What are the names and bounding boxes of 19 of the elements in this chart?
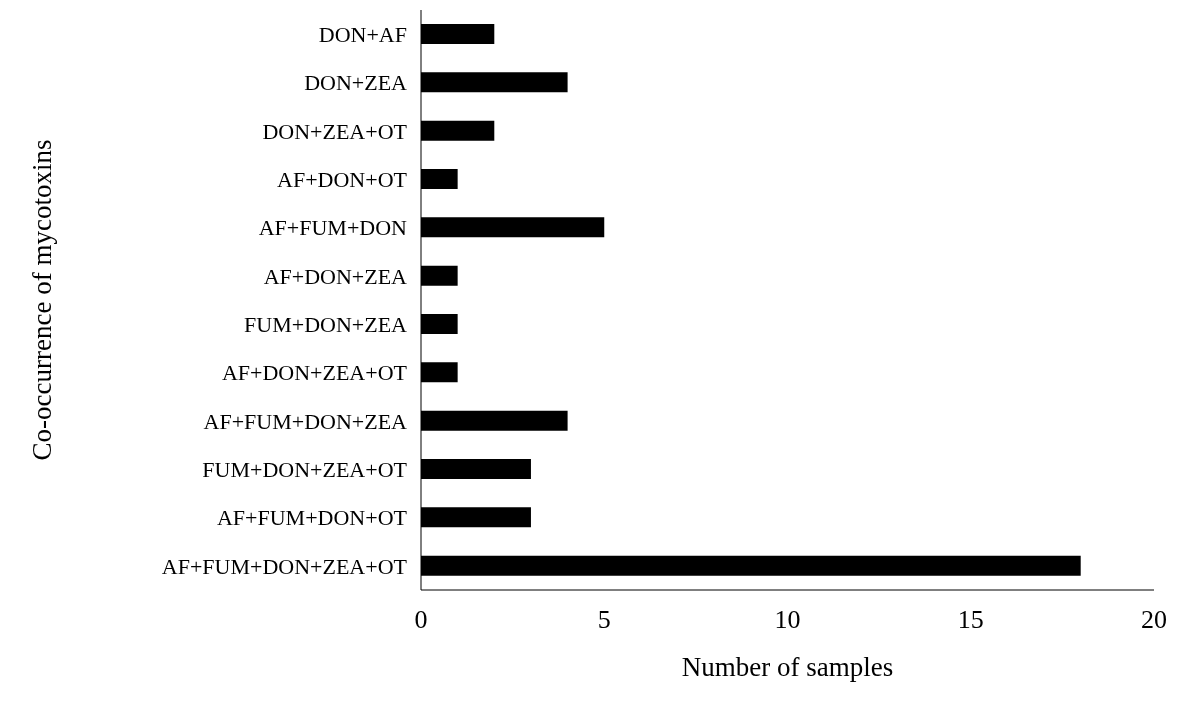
y-tick-label: AF+FUM+DON+OT bbox=[216, 505, 408, 531]
y-tick-label: FUM+DON+ZEA bbox=[244, 311, 408, 337]
y-tick-label: AF+FUM+DON bbox=[258, 215, 408, 241]
y-axis-title: Co-occurrence of mycotoxins bbox=[26, 139, 57, 461]
y-tick-label: DON+AF bbox=[318, 21, 407, 47]
x-axis-title: Number of samples bbox=[681, 652, 894, 682]
x-tick-label: 10 bbox=[774, 605, 801, 635]
y-tick-label: AF+FUM+DON+ZEA bbox=[203, 408, 408, 434]
x-tick-label: 20 bbox=[1141, 605, 1167, 635]
x-tick-label: 0 bbox=[414, 605, 428, 635]
y-tick-label: AF+FUM+DON+ZEA+OT bbox=[161, 553, 408, 579]
y-tick-label: DON+ZEA bbox=[304, 70, 408, 96]
y-tick-label: DON+ZEA+OT bbox=[262, 118, 408, 144]
y-tick-label: AF+DON+OT bbox=[277, 166, 408, 192]
x-tick-label: 5 bbox=[597, 605, 611, 635]
x-tick-label: 15 bbox=[957, 605, 984, 635]
y-tick-label: AF+DON+ZEA+OT bbox=[221, 360, 408, 386]
y-tick-label: AF+DON+ZEA bbox=[263, 263, 408, 289]
y-tick-label: FUM+DON+ZEA+OT bbox=[202, 456, 408, 482]
